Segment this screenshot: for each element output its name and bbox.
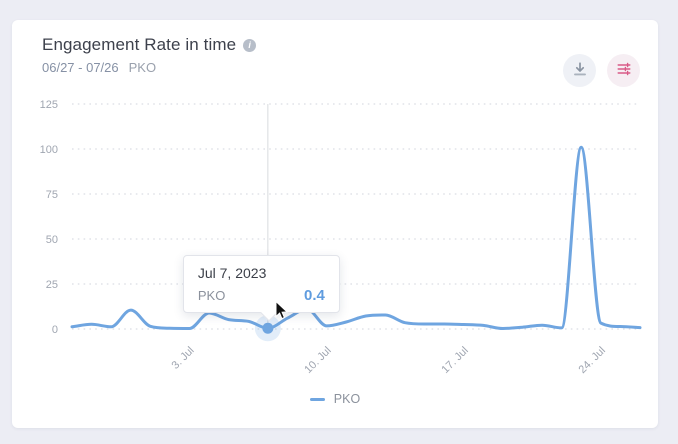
toolbar [563, 54, 640, 87]
x-axis-tick-label: 24. Jul [577, 345, 608, 376]
download-button[interactable] [563, 54, 596, 87]
chart-settings-button[interactable] [607, 54, 640, 87]
y-axis-tick-label: 100 [40, 144, 58, 156]
x-axis-tick-label: 17. Jul [439, 345, 470, 376]
legend-line-swatch [309, 397, 325, 401]
engagement-rate-card: Engagement Rate in time i 06/27 - 07/26 … [12, 20, 658, 428]
mouse-cursor [275, 301, 289, 320]
series-line-pko [70, 145, 642, 330]
chart-tooltip: Jul 7, 2023 PKO 0.4 [182, 255, 340, 322]
page-title: Engagement Rate in time [42, 35, 237, 54]
y-axis-tick-label: 75 [46, 189, 58, 201]
x-axis-tick-label: 3. Jul [170, 345, 197, 372]
y-axis-tick-label: 50 [46, 234, 58, 246]
profile-name: PKO [128, 60, 157, 75]
card-header: Engagement Rate in time i 06/27 - 07/26 … [42, 35, 257, 75]
date-range: 06/27 - 07/26 [42, 60, 119, 75]
chart-area: 0 25 50 75 100 125 3. Jul 10. Jul 17. Jul 24. Jul… [12, 100, 658, 390]
chart-legend[interactable]: PKO [12, 392, 658, 406]
engagement-chart-svg[interactable]: 0 25 50 75 100 125 3. Jul 10. Jul 17. Jul 24. Jul [12, 100, 658, 390]
y-axis-tick-label: 0 [52, 324, 58, 336]
x-axis-tick-label: 10. Jul [302, 345, 333, 376]
sliders-icon [616, 61, 632, 80]
tooltip-series-label: PKO [197, 288, 226, 304]
legend-label: PKO [333, 392, 361, 406]
tooltip-date: Jul 7, 2023 [197, 265, 267, 282]
y-axis-tick-label: 25 [46, 279, 58, 291]
highlight-dot [262, 322, 274, 334]
info-icon[interactable]: i [243, 38, 257, 52]
tooltip-value: 0.4 [304, 287, 325, 305]
y-axis-tick-label: 125 [40, 100, 58, 111]
download-icon [572, 61, 588, 80]
